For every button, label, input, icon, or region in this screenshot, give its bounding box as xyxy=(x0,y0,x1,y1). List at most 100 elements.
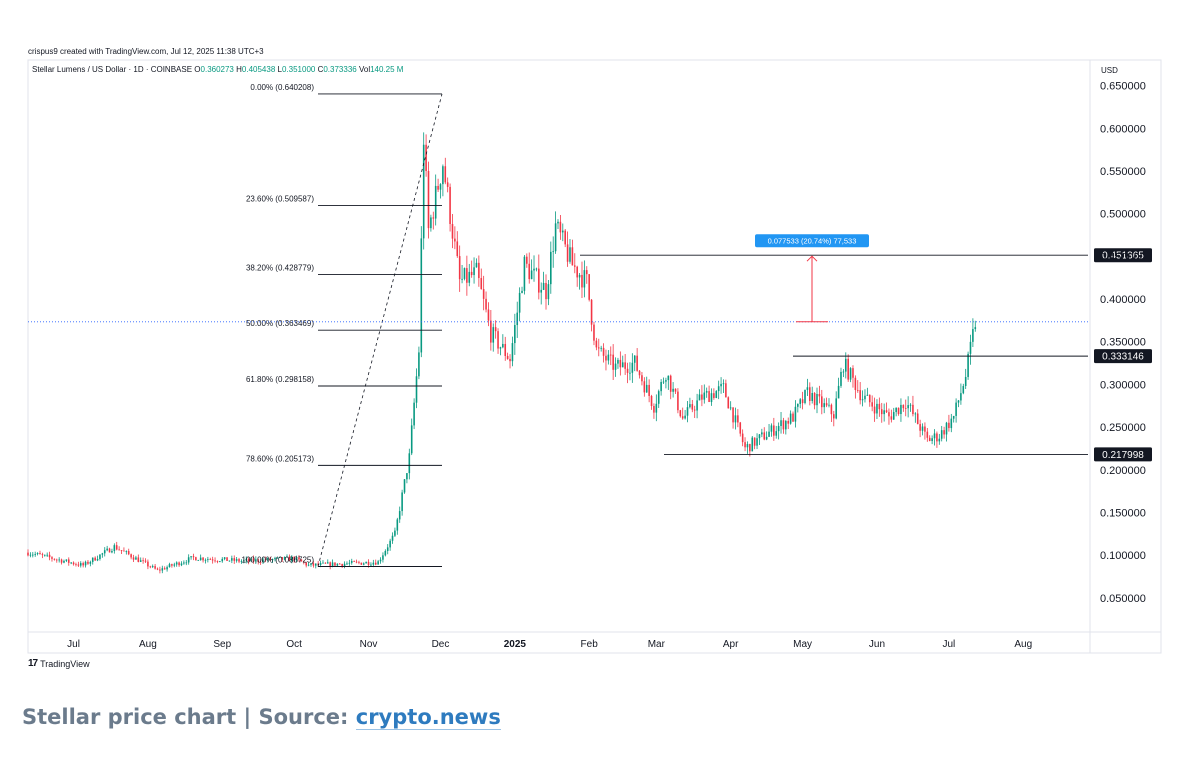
candle xyxy=(470,260,473,278)
candle xyxy=(382,552,384,563)
candle xyxy=(878,397,881,417)
time-axis[interactable]: Jul Aug Sep Oct Nov Dec 2025 Feb Mar Apr May Jun Jul… xyxy=(67,639,1032,650)
candle xyxy=(588,274,590,302)
fib-level-label: 61.80% (0.298158) xyxy=(246,375,314,384)
candle xyxy=(314,563,317,569)
candle xyxy=(780,411,782,434)
candle xyxy=(41,552,44,559)
candle xyxy=(444,157,447,185)
x-tick-label: Oct xyxy=(286,639,302,650)
candle xyxy=(868,394,871,407)
candle xyxy=(183,560,185,565)
candle xyxy=(785,419,787,435)
candle xyxy=(924,422,926,440)
candle xyxy=(523,255,526,295)
candle xyxy=(396,517,399,535)
candle xyxy=(729,401,732,411)
candle xyxy=(890,409,893,423)
candle xyxy=(223,557,226,561)
candle xyxy=(233,555,236,564)
candle xyxy=(175,561,178,567)
candle xyxy=(418,346,420,380)
candle xyxy=(830,403,833,422)
caption-source-link[interactable]: crypto.news xyxy=(355,705,501,730)
candle xyxy=(456,231,459,258)
candle xyxy=(271,558,274,564)
candle xyxy=(849,367,852,383)
candle xyxy=(420,226,423,358)
candle xyxy=(252,555,255,564)
high-label: H xyxy=(236,65,242,74)
low-value: 0.351000 xyxy=(281,65,316,74)
candle xyxy=(828,398,830,408)
candle xyxy=(679,409,682,418)
candle xyxy=(247,557,250,565)
candle xyxy=(214,557,216,563)
candle xyxy=(46,552,48,557)
candle xyxy=(94,556,96,561)
candle xyxy=(173,562,176,568)
candle xyxy=(439,183,442,199)
candle xyxy=(576,265,578,287)
candle xyxy=(490,309,492,351)
candle xyxy=(415,368,418,409)
candle xyxy=(36,552,39,556)
candle xyxy=(305,561,307,568)
candle xyxy=(171,563,173,568)
horizontal-levels[interactable]: 0.451365 0.333146 0.217998 xyxy=(580,248,1152,462)
candle xyxy=(648,379,650,403)
candle xyxy=(58,557,60,563)
candle xyxy=(912,395,914,417)
open-label: O xyxy=(194,65,201,74)
candle xyxy=(962,383,965,395)
y-tick-label: 0.650000 xyxy=(1100,81,1146,93)
ohlc-legend: Stellar Lumens / US Dollar · 1D · COINBA… xyxy=(32,65,403,74)
candle xyxy=(806,378,809,397)
candle xyxy=(876,399,878,419)
fibonacci-retracement[interactable]: 0.00% (0.640208) 23.60% (0.509587) 38.20% … xyxy=(28,83,1088,567)
candle xyxy=(307,562,310,567)
candle xyxy=(55,558,58,563)
candle xyxy=(487,302,490,327)
candle xyxy=(99,554,101,561)
candle xyxy=(717,380,720,400)
candle xyxy=(885,402,888,414)
candle xyxy=(103,547,106,557)
figure-caption: Stellar price chart | Source: crypto.new… xyxy=(22,705,501,730)
candle xyxy=(449,183,451,232)
candle xyxy=(948,414,950,432)
fib-level-label: 78.60% (0.205173) xyxy=(246,454,314,463)
candle xyxy=(765,431,768,441)
candle xyxy=(801,391,804,410)
candle xyxy=(466,255,468,296)
candle xyxy=(773,417,775,441)
candle xyxy=(686,401,689,423)
price-axis[interactable]: 0.650000 0.600000 0.550000 0.500000 0.450000… xyxy=(1100,81,1146,605)
candle xyxy=(936,431,938,448)
candle xyxy=(689,397,691,409)
symbol-name[interactable]: Stellar Lumens / US Dollar · 1D · COINBA… xyxy=(32,65,193,74)
candle xyxy=(933,429,936,446)
candle xyxy=(89,560,92,567)
candle xyxy=(590,299,593,332)
price-chart[interactable]: 0.00% (0.640208) 23.60% (0.509587) 38.20% … xyxy=(0,0,1200,700)
candle xyxy=(295,555,298,563)
candle xyxy=(859,382,861,405)
candle xyxy=(446,177,449,193)
candle xyxy=(521,286,523,294)
candle xyxy=(401,489,403,516)
candle xyxy=(626,362,629,384)
candle xyxy=(880,402,883,423)
volume-value: 140.25 M xyxy=(370,65,404,74)
candle xyxy=(370,562,372,566)
candle xyxy=(720,377,722,394)
candle xyxy=(782,417,785,434)
candle xyxy=(542,271,545,291)
price-tag xyxy=(1094,349,1152,364)
candle xyxy=(379,557,382,564)
price-range-measure[interactable]: 0.077533 (20.74%) 77,533 xyxy=(755,234,869,323)
candles xyxy=(27,132,977,574)
fib-level-label: 38.20% (0.428779) xyxy=(246,263,314,272)
candle xyxy=(597,338,600,357)
tradingview-logo[interactable]: 17 TradingView xyxy=(28,658,90,669)
